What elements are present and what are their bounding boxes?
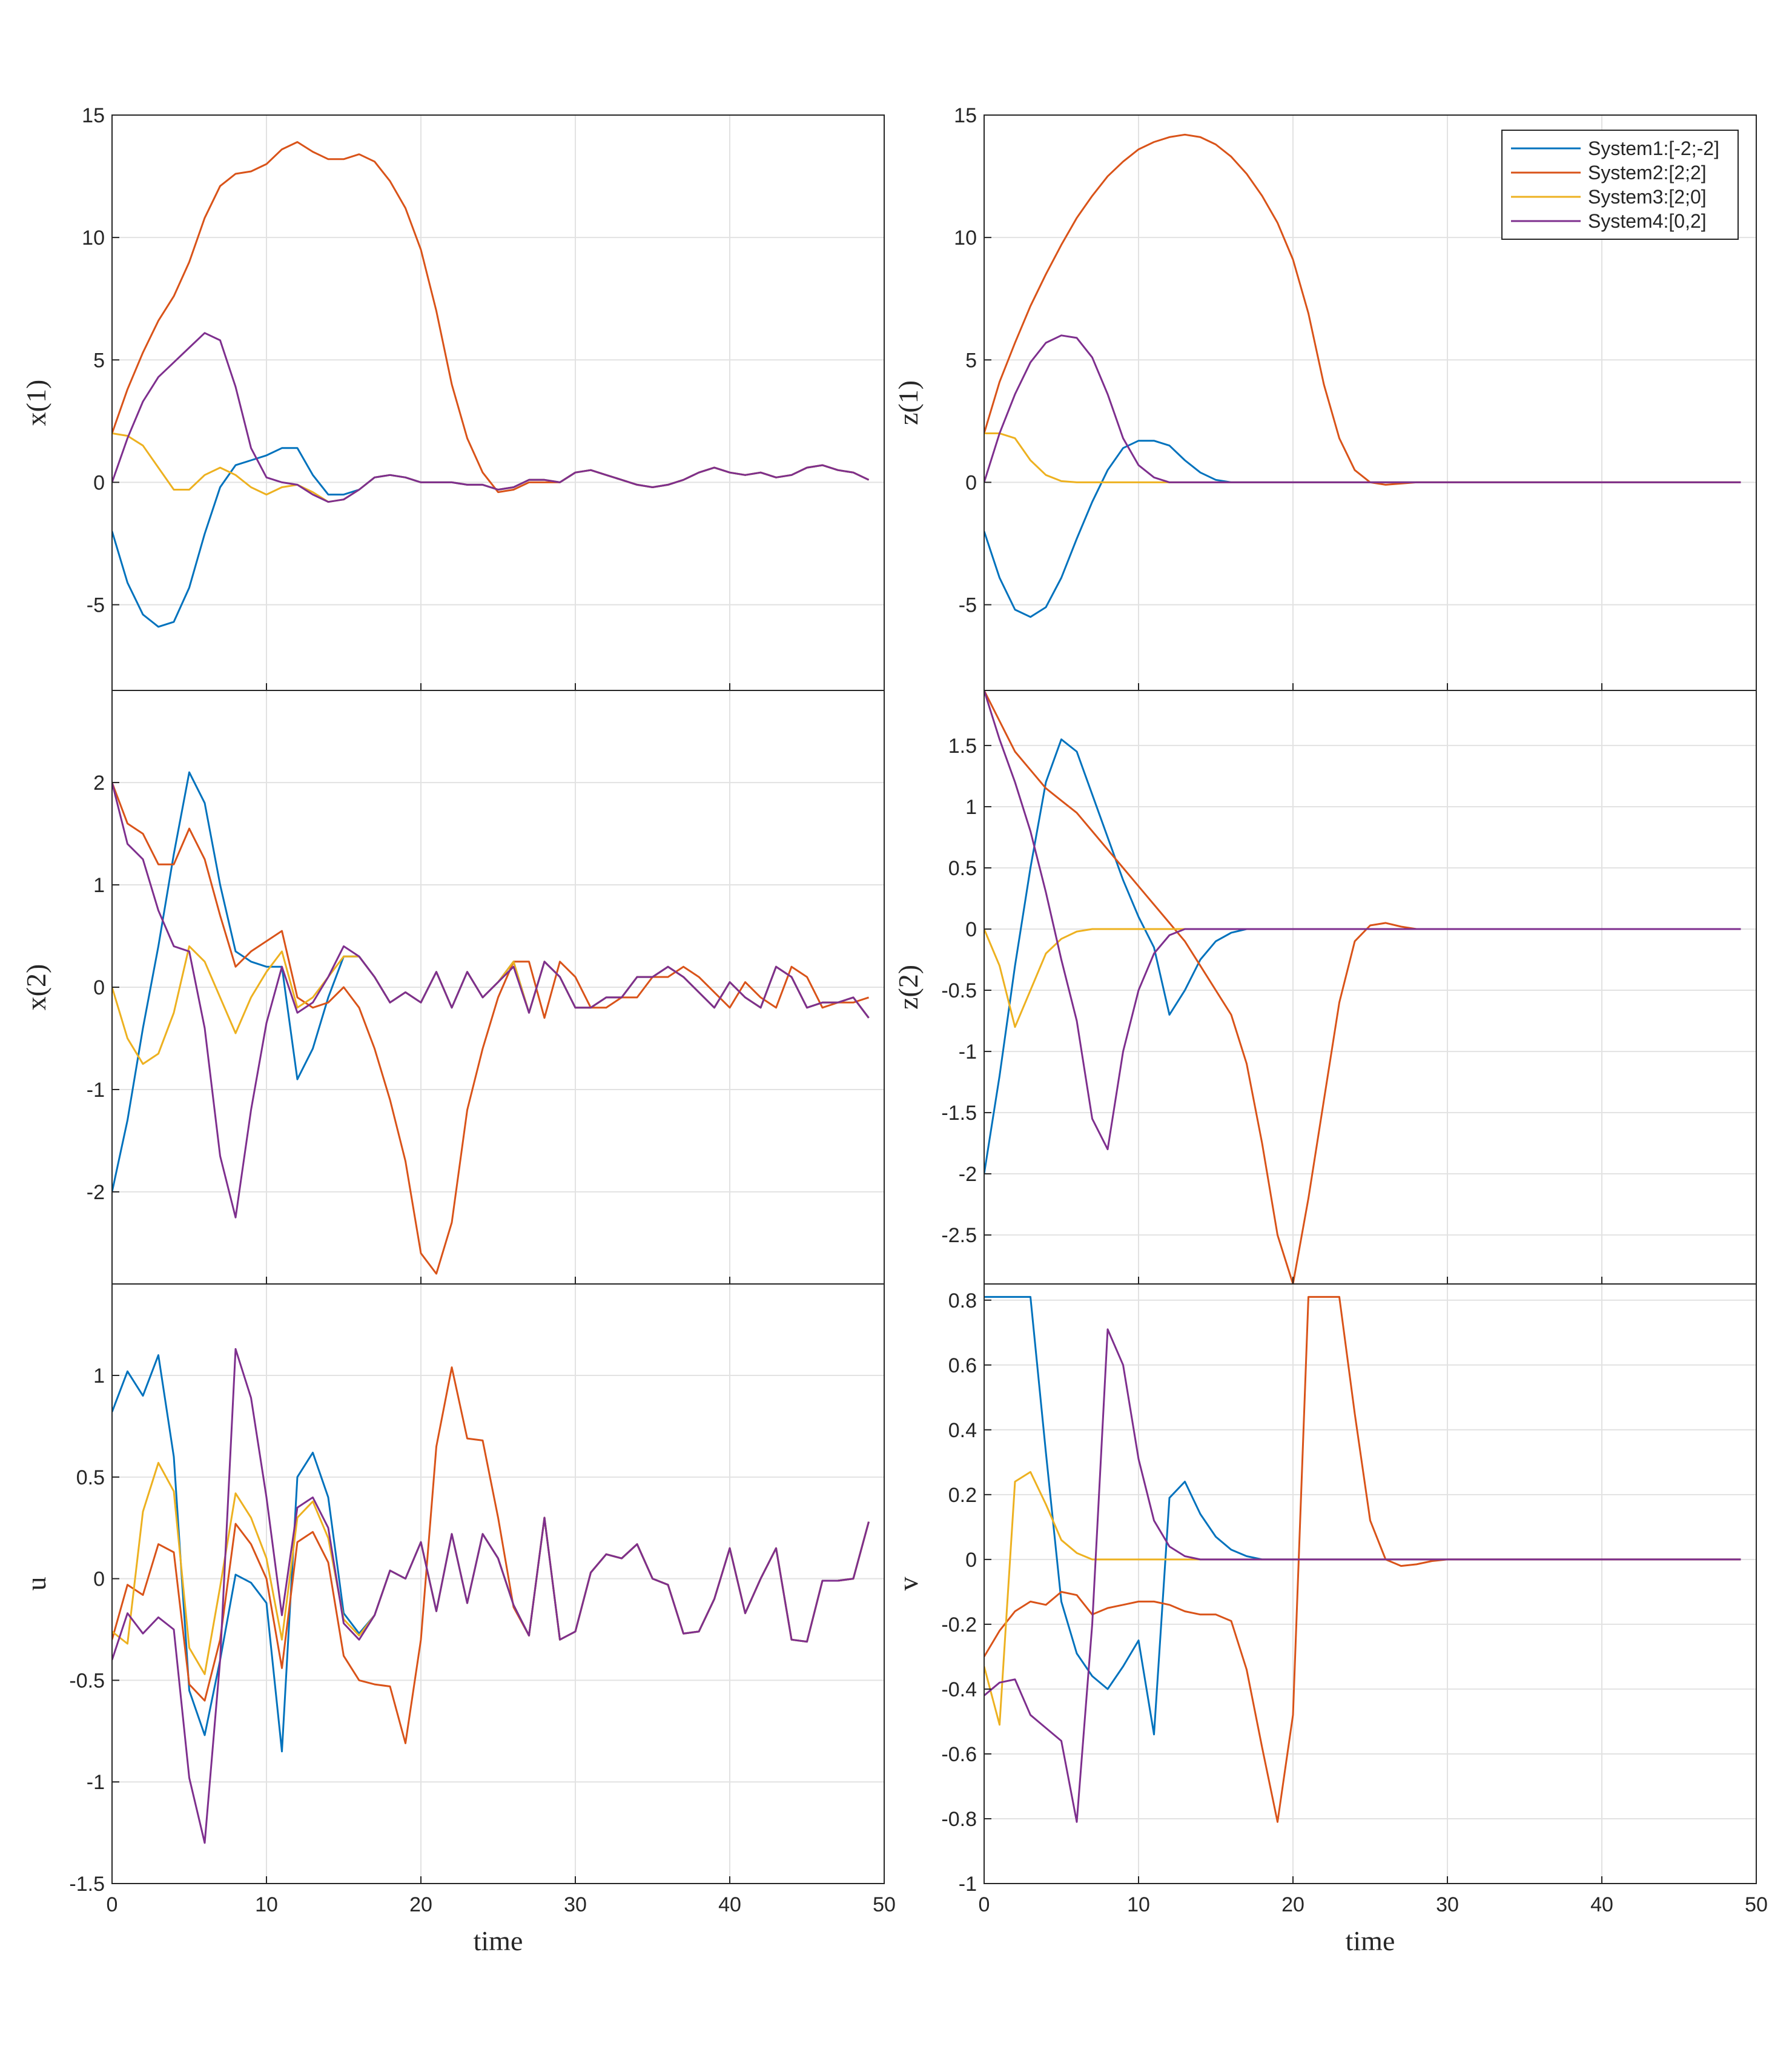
axes-box [111, 114, 885, 691]
tick-label-y: 1 [965, 796, 977, 819]
tick-label-x: 40 [718, 1893, 741, 1916]
tick-label-y: 15 [954, 104, 977, 127]
series-line-1 [112, 447, 870, 628]
panel-x2: -2 -1 0 1 2 x(2) [21, 690, 885, 1285]
tick-label-y: -1 [959, 1873, 977, 1896]
tick-label-y: 10 [954, 227, 977, 250]
series-line-3 [984, 432, 1741, 483]
tick-label-y: -0.8 [941, 1808, 977, 1831]
panel-z2: -2.5 -2 -1.5 -1 -0.5 0 0.5 1 1.5 z(2) [893, 690, 1757, 1285]
tick-label-y: 0 [965, 471, 977, 494]
axes-box [111, 1283, 885, 1884]
x-axis-label: time [1346, 1925, 1395, 1956]
tick-label-y: 15 [82, 104, 105, 127]
y-axis-label: x(1) [21, 380, 51, 426]
tick-label-y: 5 [965, 349, 977, 372]
tick-label-y: 0.8 [948, 1289, 977, 1312]
tick-label-y: 10 [82, 227, 105, 250]
tick-label-y: 0.5 [948, 857, 977, 880]
y-axis-label: z(1) [893, 380, 924, 425]
tick-label-x: 20 [1281, 1893, 1304, 1916]
tick-label-y: 1 [93, 874, 105, 897]
series-line-4 [984, 690, 1741, 1151]
tick-label-x: 50 [1745, 1893, 1768, 1916]
axes-box [984, 690, 1757, 1285]
tick-label-x: 10 [255, 1893, 278, 1916]
y-axis-label: v [893, 1577, 924, 1591]
tick-label-y: 0 [93, 1568, 105, 1591]
tick-label-y: 0 [93, 471, 105, 494]
tick-label-y: 0 [965, 918, 977, 941]
series-line-3 [984, 928, 1741, 1028]
tick-label-y: -1 [959, 1040, 977, 1064]
y-axis-label: z(2) [893, 965, 924, 1010]
panel-x1: -5 0 5 10 15 x(1) [21, 104, 885, 691]
tick-label-y: 0 [93, 976, 105, 999]
tick-label-y: -5 [87, 594, 105, 617]
tick-label-y: 5 [93, 349, 105, 372]
tick-label-y: 2 [93, 772, 105, 795]
tick-label-y: 0 [965, 1549, 977, 1572]
tick-label-y: -1.5 [69, 1873, 105, 1896]
series-line-4 [112, 332, 870, 503]
series-line-1 [984, 440, 1741, 618]
tick-label-y: -0.4 [941, 1678, 977, 1701]
tick-label-x: 10 [1127, 1893, 1150, 1916]
series-line-2 [984, 690, 1741, 1284]
legend-label: System1:[-2;-2] [1588, 137, 1719, 159]
tick-label-y: -1.5 [941, 1102, 977, 1125]
tick-label-y: 0.4 [948, 1419, 977, 1442]
tick-label-x: 50 [873, 1893, 896, 1916]
legend-label: System2:[2;2] [1588, 162, 1707, 184]
tick-label-y: -1 [87, 1771, 105, 1794]
tick-label-x: 20 [409, 1893, 432, 1916]
y-axis-label: u [21, 1577, 51, 1591]
series-line-4 [112, 782, 870, 1219]
tick-label-x: 0 [979, 1893, 990, 1916]
legend-label: System3:[2;0] [1588, 186, 1707, 208]
axes-box [984, 1283, 1757, 1884]
legend: System1:[-2;-2] System2:[2;2]System3:[2;0… [1501, 130, 1739, 240]
tick-label-y: 0.2 [948, 1484, 977, 1507]
series-line-1 [112, 771, 870, 1193]
tick-label-y: 1 [93, 1365, 105, 1388]
tick-label-x: 0 [107, 1893, 118, 1916]
series-line-3 [112, 432, 870, 503]
tick-label-y: -5 [959, 594, 977, 617]
tick-label-y: 0.6 [948, 1354, 977, 1377]
tick-label-y: -0.5 [941, 979, 977, 1002]
panel-z1: -5 0 5 10 15 z(1) System1:[-2;-2] System2:[2;2]… [893, 104, 1757, 691]
tick-label-y: -0.5 [69, 1669, 105, 1692]
x-axis-label: time [474, 1925, 523, 1956]
tick-label-y: -2 [87, 1181, 105, 1204]
panel-v: -1 -0.8 -0.6 -0.4 -0.2 0 0.2 0.4 0.6 0.8 0 10 20 30 40… [893, 1283, 1768, 1956]
tick-label-x: 40 [1590, 1893, 1613, 1916]
series-line-2 [112, 141, 870, 494]
series-line-4 [112, 1348, 870, 1844]
tick-label-y: -0.2 [941, 1613, 977, 1636]
tick-label-y: -2 [959, 1163, 977, 1186]
tick-label-y: -1 [87, 1079, 105, 1102]
tick-label-x: 30 [1436, 1893, 1459, 1916]
series-line-2 [112, 782, 869, 1275]
series-line-1 [984, 738, 1741, 1174]
y-axis-label: x(2) [21, 964, 51, 1011]
tick-label-x: 30 [564, 1893, 587, 1916]
tick-label-y: 1.5 [948, 735, 977, 758]
legend-label: System4:[0,2] [1588, 210, 1707, 232]
tick-label-y: 0.5 [76, 1466, 105, 1489]
series-line-4 [984, 334, 1741, 483]
tick-label-y: -2.5 [941, 1224, 977, 1247]
series-line-4 [984, 1328, 1741, 1823]
tick-label-y: -0.6 [941, 1743, 977, 1766]
